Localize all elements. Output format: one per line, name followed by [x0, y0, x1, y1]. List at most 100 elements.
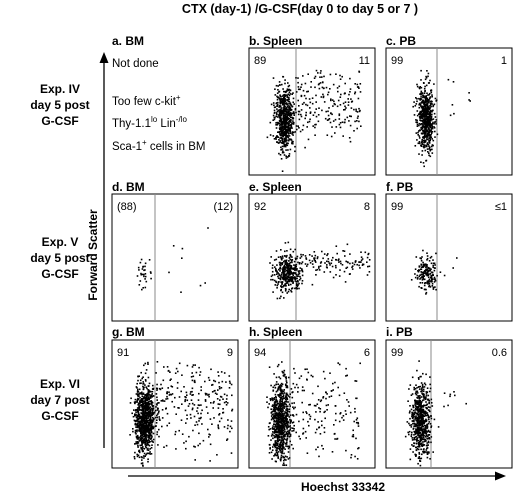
scatter-point: [358, 107, 360, 110]
scatter-point: [155, 406, 157, 408]
scatter-point: [273, 416, 276, 418]
scatter-point: [204, 282, 206, 284]
scatter-point: [422, 433, 424, 436]
scatter-point: [419, 112, 421, 115]
scatter-point: [144, 275, 147, 278]
scatter-point: [138, 403, 141, 405]
scatter-point: [422, 126, 424, 128]
scatter-point: [171, 400, 173, 403]
scatter-point: [426, 92, 428, 95]
scatter-point: [284, 280, 287, 282]
scatter-point: [418, 453, 421, 455]
scatter-point: [293, 268, 295, 270]
scatter-point: [339, 74, 341, 77]
scatter-point: [290, 114, 292, 116]
scatter-point: [285, 138, 287, 141]
scatter-point: [161, 399, 164, 401]
scatter-point: [144, 417, 147, 419]
scatter-point: [315, 101, 317, 103]
scatter-point: [337, 90, 339, 93]
scatter-point: [281, 438, 283, 441]
scatter-point: [292, 447, 294, 450]
scatter-point: [148, 441, 150, 444]
scatter-point: [425, 451, 427, 453]
scatter-point: [291, 256, 293, 258]
scatter-point: [308, 254, 311, 256]
scatter-point: [414, 404, 416, 406]
scatter-point: [423, 444, 426, 446]
scatter-point: [156, 396, 158, 399]
scatter-point: [216, 393, 218, 395]
scatter-point: [286, 276, 288, 279]
scatter-point: [288, 403, 291, 406]
scatter-point: [413, 412, 416, 414]
scatter-point: [148, 440, 150, 442]
scatter-point: [423, 421, 426, 424]
scatter-point: [316, 257, 319, 260]
scatter-point: [417, 142, 420, 145]
scatter-point: [311, 255, 313, 257]
scatter-point: [275, 401, 277, 403]
scatter-point: [285, 384, 287, 387]
scatter-point: [150, 403, 153, 405]
scatter-point: [420, 86, 423, 89]
scatter-point: [451, 104, 454, 106]
scatter-point: [298, 420, 300, 423]
scatter-point: [434, 286, 436, 288]
scatter-point: [323, 431, 326, 434]
scatter-point: [214, 380, 217, 383]
scatter-point: [424, 103, 427, 106]
scatter-point: [286, 94, 288, 96]
scatter-point: [417, 277, 419, 279]
scatter-point: [281, 83, 283, 86]
scatter-point: [360, 259, 363, 262]
scatter-point: [208, 436, 210, 438]
scatter-point: [301, 261, 304, 263]
scatter-point: [303, 101, 305, 104]
scatter-point: [280, 276, 282, 278]
scatter-point: [347, 104, 350, 106]
scatter-point: [275, 112, 278, 114]
scatter-point: [150, 407, 153, 410]
scatter-point: [297, 81, 299, 84]
scatter-point: [281, 447, 284, 449]
scatter-point: [161, 387, 164, 389]
scatter-point: [190, 399, 193, 401]
scatter-point: [368, 259, 371, 261]
scatter-point: [278, 409, 280, 412]
scatter-point: [282, 419, 284, 422]
scatter-point: [150, 453, 153, 455]
scatter-point: [414, 417, 417, 419]
scatter-point: [328, 262, 331, 264]
scatter-point: [314, 111, 316, 114]
scatter-point: [146, 431, 149, 433]
scatter-point: [323, 75, 325, 78]
scatter-point: [314, 134, 316, 136]
scatter-point: [333, 100, 335, 103]
scatter-point: [281, 433, 283, 436]
scatter-point: [142, 435, 145, 438]
row-label-line: day 7 post: [30, 393, 89, 407]
scatter-point: [219, 403, 221, 406]
scatter-point: [293, 267, 295, 269]
scatter-point: [317, 114, 320, 116]
scatter-point: [315, 108, 317, 110]
scatter-point: [427, 283, 429, 285]
scatter-point: [427, 280, 430, 282]
scatter-point: [428, 137, 430, 140]
scatter-point: [419, 400, 421, 402]
scatter-point: [419, 86, 421, 88]
scatter-point: [292, 267, 294, 270]
scatter-point: [433, 112, 436, 115]
scatter-point: [269, 422, 271, 424]
scatter-point: [296, 128, 298, 131]
scatter-point: [425, 134, 428, 136]
scatter-point: [424, 438, 426, 441]
scatter-point: [419, 421, 421, 424]
scatter-point: [426, 105, 429, 107]
scatter-point: [281, 370, 284, 373]
scatter-point: [141, 429, 143, 432]
scatter-point: [285, 278, 288, 280]
scatter-point: [427, 416, 430, 419]
scatter-point: [140, 272, 142, 275]
